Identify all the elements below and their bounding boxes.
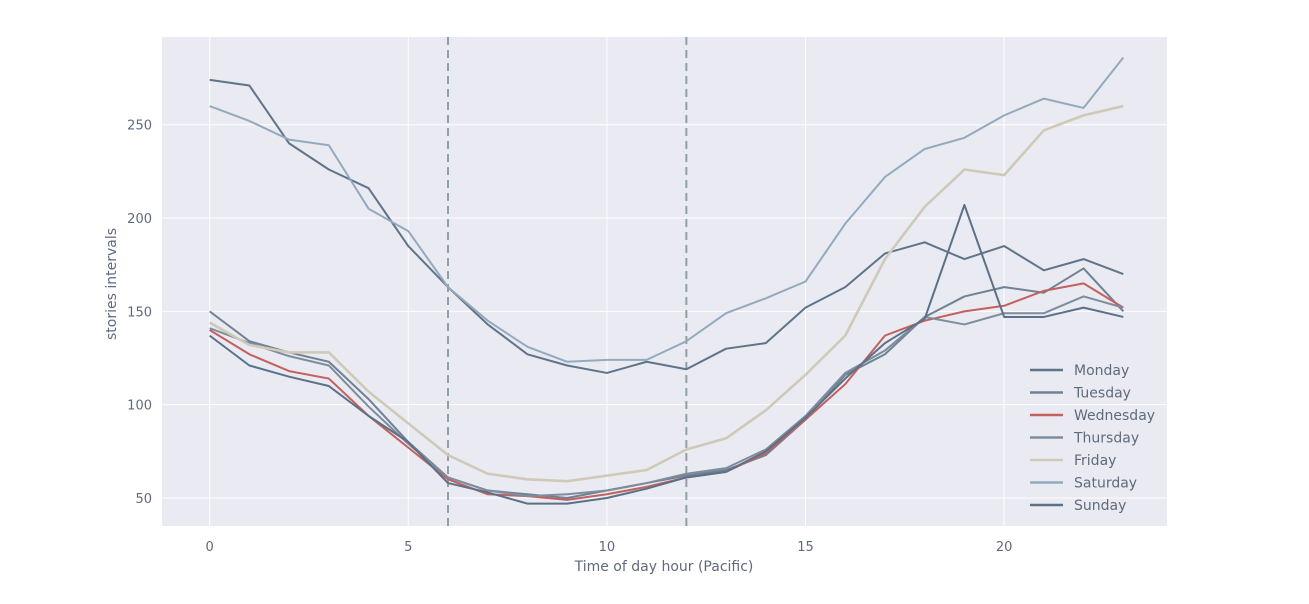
legend: Monday Tuesday Wednesday Thursday Friday Satu… — [1030, 363, 1155, 514]
y-tick-label: 250 — [127, 119, 152, 134]
x-axis-ticks: 0 5 10 15 20 — [206, 540, 1013, 555]
legend-label-saturday: Saturday — [1074, 476, 1137, 492]
x-tick-label: 15 — [797, 540, 814, 555]
series-line-monday — [209, 78, 1124, 374]
legend-label-thursday: Thursday — [1073, 431, 1139, 447]
legend-label-tuesday: Tuesday — [1073, 386, 1131, 402]
x-tick-label: 20 — [996, 540, 1013, 555]
legend-label-sunday: Sunday — [1074, 498, 1126, 514]
y-axis-ticks: 50 100 150 200 250 — [127, 119, 152, 507]
x-tick-label: 5 — [404, 540, 412, 555]
reference-lines — [447, 37, 688, 526]
x-tick-label: 10 — [599, 540, 616, 555]
legend-label-monday: Monday — [1074, 363, 1129, 379]
series-line-sunday — [209, 203, 1124, 505]
series-line-thursday — [209, 295, 1124, 498]
legend-label-wednesday: Wednesday — [1074, 408, 1155, 424]
grid-lines — [162, 37, 1167, 526]
y-tick-label: 100 — [127, 399, 152, 414]
y-tick-label: 150 — [127, 305, 152, 320]
x-tick-label: 0 — [206, 540, 214, 555]
series-line-saturday — [209, 56, 1125, 363]
x-axis-title: Time of day hour (Pacific) — [574, 559, 754, 575]
y-tick-label: 50 — [135, 492, 152, 507]
series-lines — [209, 56, 1125, 505]
y-axis-title: stories intervals — [104, 228, 120, 340]
y-tick-label: 200 — [127, 212, 152, 227]
series-line-friday — [209, 104, 1124, 483]
legend-label-friday: Friday — [1074, 453, 1116, 469]
